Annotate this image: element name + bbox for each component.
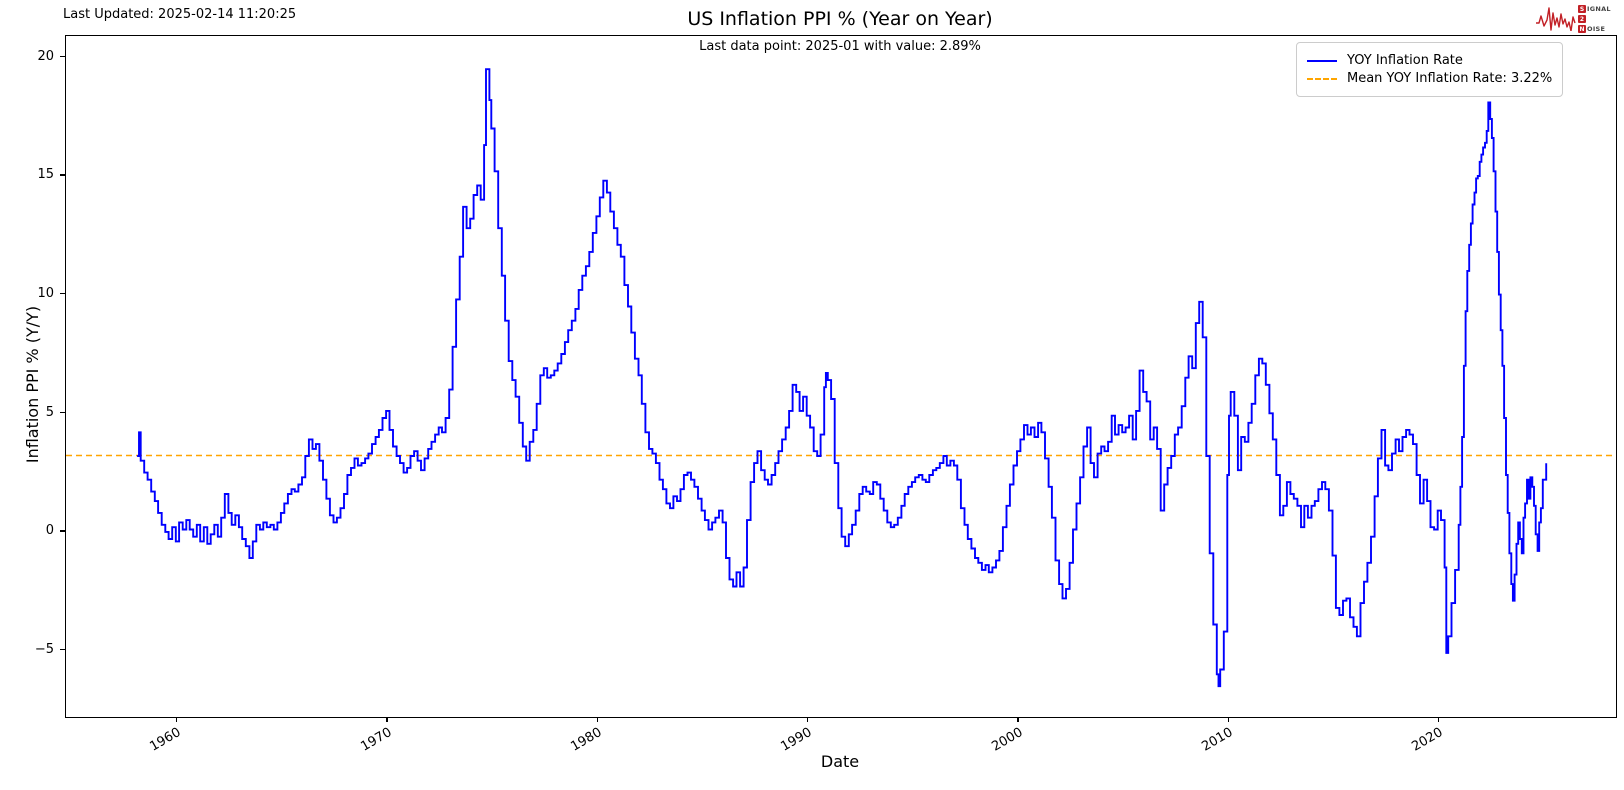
- logo-word-signal: IGNAL: [1587, 5, 1611, 13]
- y-tick-mark: [60, 530, 65, 532]
- last-updated-text: Last Updated: 2025-02-14 11:20:25: [63, 7, 297, 22]
- x-tick-mark: [175, 717, 178, 722]
- logo-letter-n: N: [1578, 25, 1586, 33]
- chart-title: US Inflation PPI % (Year on Year): [687, 8, 993, 30]
- logo-letter-s: S: [1578, 5, 1586, 13]
- y-tick-label: −5: [34, 642, 54, 658]
- chart-svg: [66, 68, 1616, 688]
- legend-item-mean: Mean YOY Inflation Rate: 3.22%: [1307, 71, 1552, 86]
- logo-word-noise: OISE: [1587, 25, 1606, 33]
- y-tick-label: 10: [37, 286, 54, 302]
- y-tick-mark: [60, 174, 65, 176]
- y-tick-label: 5: [45, 404, 54, 420]
- signal2noise-logo: S IGNAL 2 N OISE: [1536, 3, 1611, 35]
- y-tick-label: 15: [37, 167, 54, 183]
- legend-label: Mean YOY Inflation Rate: 3.22%: [1347, 71, 1553, 86]
- logo-wordmark: S IGNAL 2 N OISE: [1578, 4, 1611, 34]
- x-axis-label: Date: [820, 752, 860, 771]
- legend-label: YOY Inflation Rate: [1347, 53, 1463, 68]
- y-tick-mark: [60, 55, 65, 58]
- y-tick-mark: [60, 411, 65, 414]
- legend-item-yoy: YOY Inflation Rate: [1307, 53, 1552, 68]
- x-tick-mark: [806, 717, 809, 722]
- y-tick-label: 20: [37, 48, 54, 64]
- dashed-line-swatch-icon: [1307, 77, 1337, 80]
- yoy-inflation-line: [137, 68, 1548, 688]
- x-tick-mark: [596, 717, 598, 722]
- logo-letter-2: 2: [1578, 15, 1586, 23]
- x-tick-mark: [1227, 717, 1229, 722]
- legend-box: YOY Inflation Rate Mean YOY Inflation Ra…: [1296, 42, 1564, 97]
- ecg-waveform-icon: [1536, 3, 1576, 35]
- solid-line-swatch-icon: [1307, 59, 1337, 62]
- y-axis-label: Inflation PPI % (Y/Y): [23, 305, 43, 464]
- y-tick-mark: [60, 293, 65, 295]
- y-tick-label: 0: [45, 523, 54, 539]
- x-tick-mark: [386, 717, 388, 722]
- x-tick-mark: [1437, 717, 1440, 722]
- y-tick-mark: [60, 649, 65, 651]
- plot-area: [65, 35, 1617, 718]
- x-tick-mark: [1017, 717, 1019, 722]
- chart-subtitle: Last data point: 2025-01 with value: 2.8…: [699, 39, 981, 54]
